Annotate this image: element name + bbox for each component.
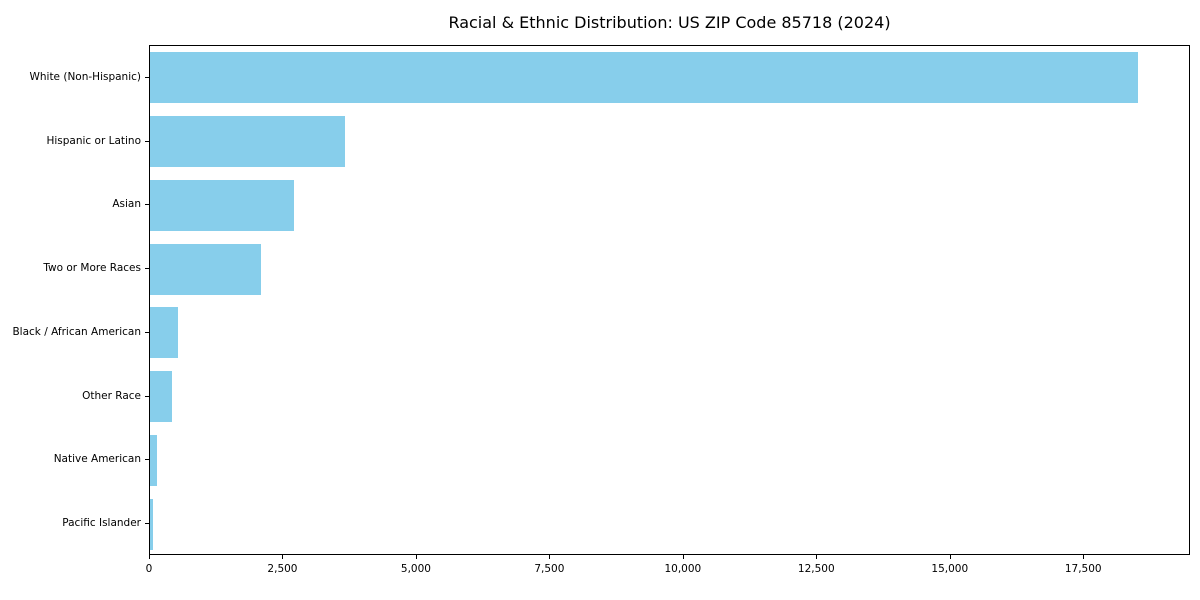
x-tick (549, 555, 551, 559)
x-axis-label: 0 (145, 563, 153, 575)
x-axis-label: 12,500 (797, 563, 835, 575)
y-tick (145, 395, 149, 397)
y-tick (145, 204, 149, 206)
y-tick (145, 140, 149, 142)
y-tick (145, 268, 149, 270)
plot-area (149, 45, 1190, 555)
y-tick (145, 523, 149, 525)
y-axis-label: Black / African American (12, 325, 141, 338)
bar-white-non-hispanic (150, 52, 1138, 104)
bar-native-american (150, 434, 158, 486)
y-tick (145, 76, 149, 78)
x-tick (415, 555, 417, 559)
bar-two-or-more-races (150, 243, 262, 295)
x-tick (949, 555, 951, 559)
x-axis-label: 10,000 (664, 563, 702, 575)
y-tick (145, 331, 149, 333)
x-axis-label: 15,000 (931, 563, 969, 575)
y-axis-label: Hispanic or Latino (46, 134, 141, 147)
x-tick (1083, 555, 1085, 559)
x-axis-label: 17,500 (1064, 563, 1102, 575)
x-axis-label: 2,500 (267, 563, 298, 575)
x-axis-label: 5,000 (400, 563, 431, 575)
x-axis-label: 7,500 (534, 563, 565, 575)
y-axis-label: Pacific Islander (62, 517, 141, 530)
y-axis-label: Other Race (82, 389, 141, 402)
bar-pacific-islander (150, 498, 153, 550)
y-axis-label: Native American (53, 453, 141, 466)
x-tick (682, 555, 684, 559)
y-axis-label: White (Non-Hispanic) (29, 70, 141, 83)
y-tick (145, 459, 149, 461)
x-tick (149, 555, 150, 559)
x-tick (282, 555, 284, 559)
y-axis-label: Two or More Races (43, 262, 141, 275)
bar-asian (150, 179, 295, 231)
chart-title: Racial & Ethnic Distribution: US ZIP Cod… (448, 13, 891, 32)
bar-other-race (150, 371, 173, 423)
bar-hispanic-or-latino (150, 116, 345, 168)
y-axis-label: Asian (112, 198, 141, 211)
bar-black-african-american (150, 307, 179, 359)
x-tick (816, 555, 818, 559)
